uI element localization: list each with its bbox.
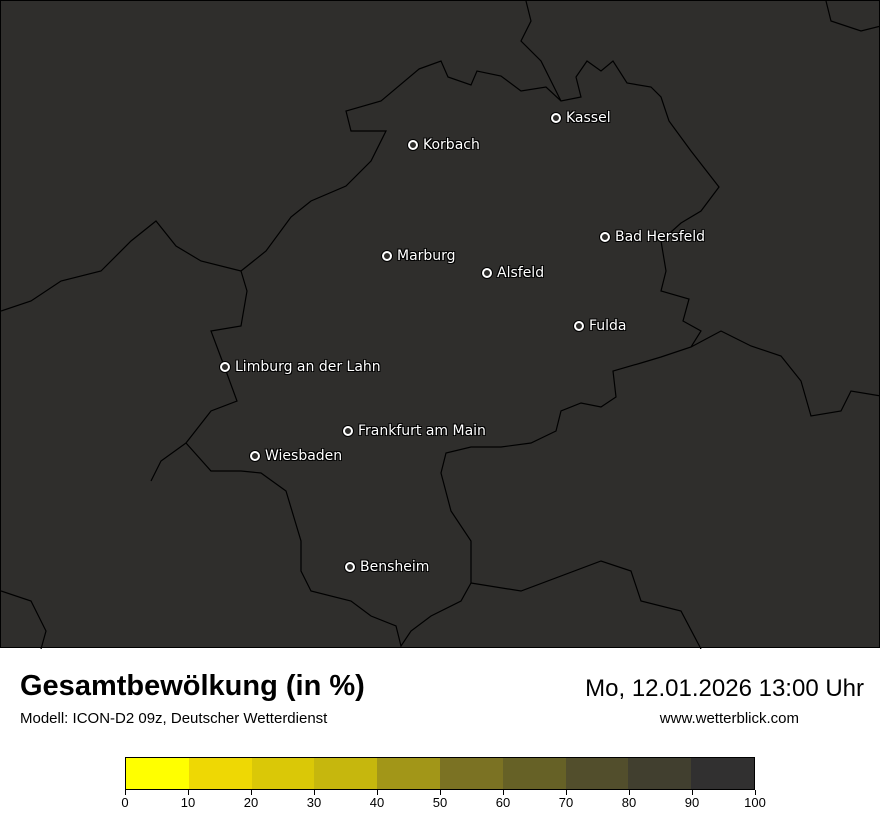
colorbar-tick: [566, 790, 567, 795]
city-label: Alsfeld: [497, 265, 545, 281]
colorbar-tick: [755, 790, 756, 795]
border-north: [520, 1, 562, 102]
colorbar-segment: [251, 758, 315, 789]
city-frankfurt: Frankfurt am Main: [343, 423, 486, 439]
city-korbach: Korbach: [408, 137, 480, 153]
hesse-border: [185, 60, 720, 648]
colorbar-segment: [439, 758, 503, 789]
forecast-datetime: Mo, 12.01.2026 13:00 Uhr: [585, 675, 864, 702]
city-wiesbaden: Wiesbaden: [250, 448, 342, 464]
city-marker-icon: [382, 251, 392, 261]
city-label: Limburg an der Lahn: [235, 359, 381, 375]
city-label: Frankfurt am Main: [358, 423, 486, 439]
border-lines: [1, 1, 880, 649]
colorbar-segment: [314, 758, 378, 789]
colorbar-tick-label: 20: [243, 795, 259, 810]
colorbar-segment: [377, 758, 440, 789]
city-marker-icon: [482, 268, 492, 278]
city-label: Bensheim: [360, 559, 430, 575]
city-marker-icon: [600, 232, 610, 242]
colorbar-tick: [125, 790, 126, 795]
border-northeast: [825, 1, 880, 32]
colorbar-segment: [565, 758, 629, 789]
city-label: Wiesbaden: [265, 448, 343, 464]
colorbar-tick: [314, 790, 315, 795]
city-marker-icon: [551, 113, 561, 123]
colorbar-tick: [377, 790, 378, 795]
colorbar-tick-label: 90: [684, 795, 700, 810]
city-label: Fulda: [589, 318, 627, 334]
city-bensheim: Bensheim: [345, 559, 429, 575]
border-west: [1, 220, 242, 312]
colorbar-tick: [440, 790, 441, 795]
colorbar-tick-label: 80: [621, 795, 637, 810]
city-marker-icon: [220, 362, 230, 372]
colorbar-tick: [629, 790, 630, 795]
colorbar-segment: [691, 758, 754, 789]
city-marker-icon: [345, 562, 355, 572]
city-fulda: Fulda: [574, 318, 627, 334]
colorbar: [125, 757, 755, 790]
city-alsfeld: Alsfeld: [482, 265, 544, 281]
colorbar-tick-label: 60: [495, 795, 511, 810]
colorbar-tick-label: 30: [306, 795, 322, 810]
colorbar-tick-label: 10: [180, 795, 196, 810]
colorbar-tick-label: 100: [744, 795, 766, 810]
colorbar-segment: [502, 758, 566, 789]
city-kassel: Kassel: [551, 110, 611, 126]
colorbar-tick-label: 0: [121, 795, 129, 810]
colorbar-tick-label: 40: [369, 795, 385, 810]
city-marker-icon: [250, 451, 260, 461]
model-subtitle: Modell: ICON-D2 09z, Deutscher Wetterdie…: [20, 710, 328, 727]
colorbar-tick: [692, 790, 693, 795]
colorbar-tick: [188, 790, 189, 795]
colorbar-tick-label: 70: [558, 795, 574, 810]
colorbar-tick-label: 50: [432, 795, 448, 810]
city-marker-icon: [343, 426, 353, 436]
colorbar-tick: [503, 790, 504, 795]
city-marker-icon: [408, 140, 418, 150]
city-marker-icon: [574, 321, 584, 331]
city-label: Korbach: [423, 137, 480, 153]
city-label: Bad Hersfeld: [615, 229, 706, 245]
colorbar-segment: [628, 758, 692, 789]
border-southeast: [470, 560, 702, 649]
city-label: Marburg: [397, 248, 456, 264]
weather-map: Kassel Korbach Bad Hersfeld Marburg Alsf…: [0, 0, 880, 649]
colorbar-tick: [251, 790, 252, 795]
map-title: Gesamtbewölkung (in %): [20, 670, 365, 702]
border-southwest: [150, 442, 187, 482]
border-east: [690, 330, 880, 417]
city-limburg: Limburg an der Lahn: [220, 359, 381, 375]
border-southwest-2: [1, 590, 47, 649]
colorbar-segment: [126, 758, 189, 789]
city-label: Kassel: [566, 110, 611, 126]
city-marburg: Marburg: [382, 248, 456, 264]
colorbar-segment: [188, 758, 252, 789]
website-label: www.wetterblick.com: [659, 710, 799, 727]
city-bad-hersfeld: Bad Hersfeld: [600, 229, 705, 245]
